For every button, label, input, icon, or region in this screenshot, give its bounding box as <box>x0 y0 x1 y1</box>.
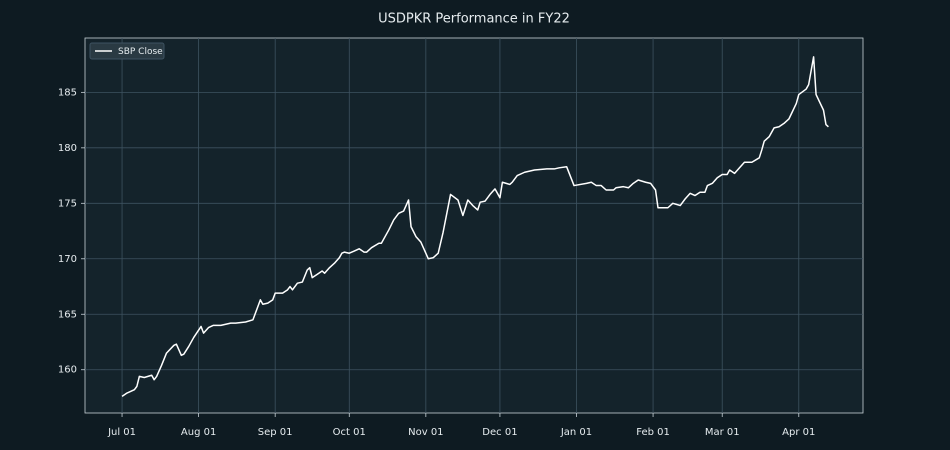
x-tick-label: Jul 01 <box>107 427 136 438</box>
x-tick-label: Mar 01 <box>705 427 740 438</box>
x-tick-label: Sep 01 <box>258 427 293 438</box>
chart-title: USDPKR Performance in FY22 <box>378 12 570 27</box>
y-tick-label: 180 <box>58 143 77 154</box>
x-tick-label: Jan 01 <box>560 427 592 438</box>
legend-box <box>89 42 165 60</box>
y-tick-label: 175 <box>58 198 77 209</box>
x-tick-label: Dec 01 <box>482 427 517 438</box>
x-tick-label: Apr 01 <box>782 427 815 438</box>
y-tick-label: 160 <box>58 365 77 376</box>
line <box>121 56 829 397</box>
legend-label: SBP Close <box>118 47 163 57</box>
y-tick-label: 170 <box>58 254 77 265</box>
x-tick-label: Oct 01 <box>333 427 366 438</box>
y-tick-label: 185 <box>58 87 77 98</box>
x-tick-label: Nov 01 <box>408 427 443 438</box>
x-tick-label: Aug 01 <box>181 427 216 438</box>
plot-area <box>84 37 864 414</box>
y-tick-label: 165 <box>58 309 77 320</box>
x-tick-label: Feb 01 <box>636 427 670 438</box>
